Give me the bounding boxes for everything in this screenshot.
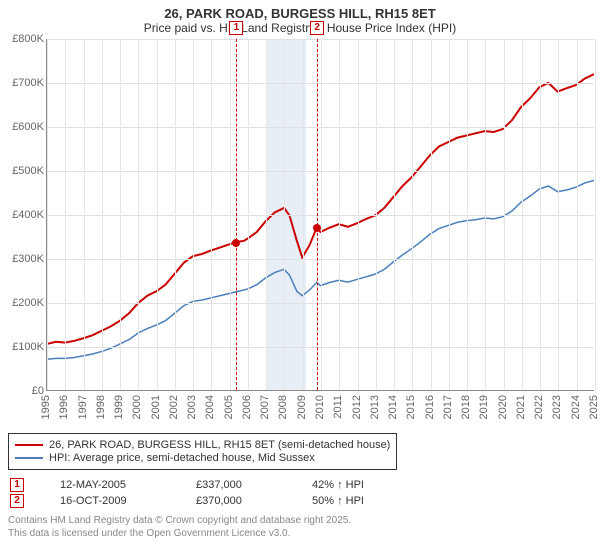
sale-date: 16-OCT-2009 xyxy=(60,495,160,507)
y-tick-label: £200K xyxy=(12,297,44,309)
title-line1: 26, PARK ROAD, BURGESS HILL, RH15 8ET xyxy=(0,6,600,21)
y-tick-label: £600K xyxy=(12,121,44,133)
y-tick-label: £300K xyxy=(12,253,44,265)
y-tick-label: £800K xyxy=(12,33,44,45)
x-tick-label: 2005 xyxy=(223,395,235,419)
x-tick-label: 2010 xyxy=(314,395,326,419)
y-tick-label: £700K xyxy=(12,77,44,89)
x-tick-label: 2001 xyxy=(150,395,162,419)
x-tick-label: 2021 xyxy=(515,395,527,419)
y-tick-label: £500K xyxy=(12,165,44,177)
legend-box: 26, PARK ROAD, BURGESS HILL, RH15 8ET (s… xyxy=(8,433,397,470)
plot-area: 12 xyxy=(46,39,594,391)
legend-area: 26, PARK ROAD, BURGESS HILL, RH15 8ET (s… xyxy=(0,429,600,508)
marker-point xyxy=(232,239,240,247)
marker-point xyxy=(313,224,321,232)
x-tick-label: 2024 xyxy=(570,395,582,419)
x-tick-label: 2011 xyxy=(332,395,344,419)
x-tick-label: 1995 xyxy=(40,395,52,419)
x-tick-label: 2023 xyxy=(551,395,563,419)
x-tick-label: 1999 xyxy=(113,395,125,419)
legend-label: HPI: Average price, semi-detached house,… xyxy=(49,452,315,464)
x-tick-label: 2004 xyxy=(204,395,216,419)
legend-row: HPI: Average price, semi-detached house,… xyxy=(15,452,390,464)
x-tick-label: 2025 xyxy=(588,395,600,419)
sale-price: £370,000 xyxy=(196,495,276,507)
x-tick-label: 2014 xyxy=(387,395,399,419)
sales-list: 1 12-MAY-2005 £337,000 42% ↑ HPI 2 16-OCT-200… xyxy=(8,478,592,508)
x-tick-label: 2008 xyxy=(277,395,289,419)
x-tick-label: 2007 xyxy=(259,395,271,419)
sale-row: 1 12-MAY-2005 £337,000 42% ↑ HPI xyxy=(10,478,592,492)
legend-label: 26, PARK ROAD, BURGESS HILL, RH15 8ET (s… xyxy=(49,439,390,451)
x-tick-label: 2018 xyxy=(460,395,472,419)
legend-swatch xyxy=(15,457,43,459)
legend-swatch xyxy=(15,444,43,446)
chart-title: 26, PARK ROAD, BURGESS HILL, RH15 8ET Pr… xyxy=(0,0,600,39)
x-tick-label: 2000 xyxy=(131,395,143,419)
footer: Contains HM Land Registry data © Crown c… xyxy=(0,510,600,540)
sale-diff: 50% ↑ HPI xyxy=(312,495,364,507)
x-tick-label: 2016 xyxy=(424,395,436,419)
x-tick-label: 1997 xyxy=(77,395,89,419)
footer-line2: This data is licensed under the Open Gov… xyxy=(8,527,592,540)
sale-marker: 2 xyxy=(10,494,24,508)
x-tick-label: 2017 xyxy=(442,395,454,419)
chart-area: £0£100K£200K£300K£400K£500K£600K£700K£80… xyxy=(0,39,600,429)
marker-vline xyxy=(236,39,237,390)
marker-label: 2 xyxy=(310,21,324,35)
y-axis: £0£100K£200K£300K£400K£500K£600K£700K£80… xyxy=(0,39,46,391)
x-tick-label: 2015 xyxy=(405,395,417,419)
x-tick-label: 1996 xyxy=(58,395,70,419)
title-line2: Price paid vs. HM Land Registry's House … xyxy=(0,21,600,35)
sale-marker: 1 xyxy=(10,478,24,492)
y-tick-label: £100K xyxy=(12,341,44,353)
marker-vline xyxy=(317,39,318,390)
footer-line1: Contains HM Land Registry data © Crown c… xyxy=(8,514,592,527)
x-tick-label: 2003 xyxy=(186,395,198,419)
y-tick-label: £400K xyxy=(12,209,44,221)
x-tick-label: 2002 xyxy=(168,395,180,419)
sale-price: £337,000 xyxy=(196,479,276,491)
x-tick-label: 2009 xyxy=(296,395,308,419)
x-tick-label: 2022 xyxy=(533,395,545,419)
x-tick-label: 2020 xyxy=(497,395,509,419)
x-tick-label: 2012 xyxy=(351,395,363,419)
sale-diff: 42% ↑ HPI xyxy=(312,479,364,491)
x-tick-label: 1998 xyxy=(95,395,107,419)
x-tick-label: 2006 xyxy=(241,395,253,419)
sale-date: 12-MAY-2005 xyxy=(60,479,160,491)
sale-row: 2 16-OCT-2009 £370,000 50% ↑ HPI xyxy=(10,494,592,508)
x-tick-label: 2019 xyxy=(478,395,490,419)
marker-label: 1 xyxy=(229,21,243,35)
x-tick-label: 2013 xyxy=(369,395,381,419)
x-axis: 1995199619971998199920002001200220032004… xyxy=(46,391,594,429)
legend-row: 26, PARK ROAD, BURGESS HILL, RH15 8ET (s… xyxy=(15,439,390,451)
